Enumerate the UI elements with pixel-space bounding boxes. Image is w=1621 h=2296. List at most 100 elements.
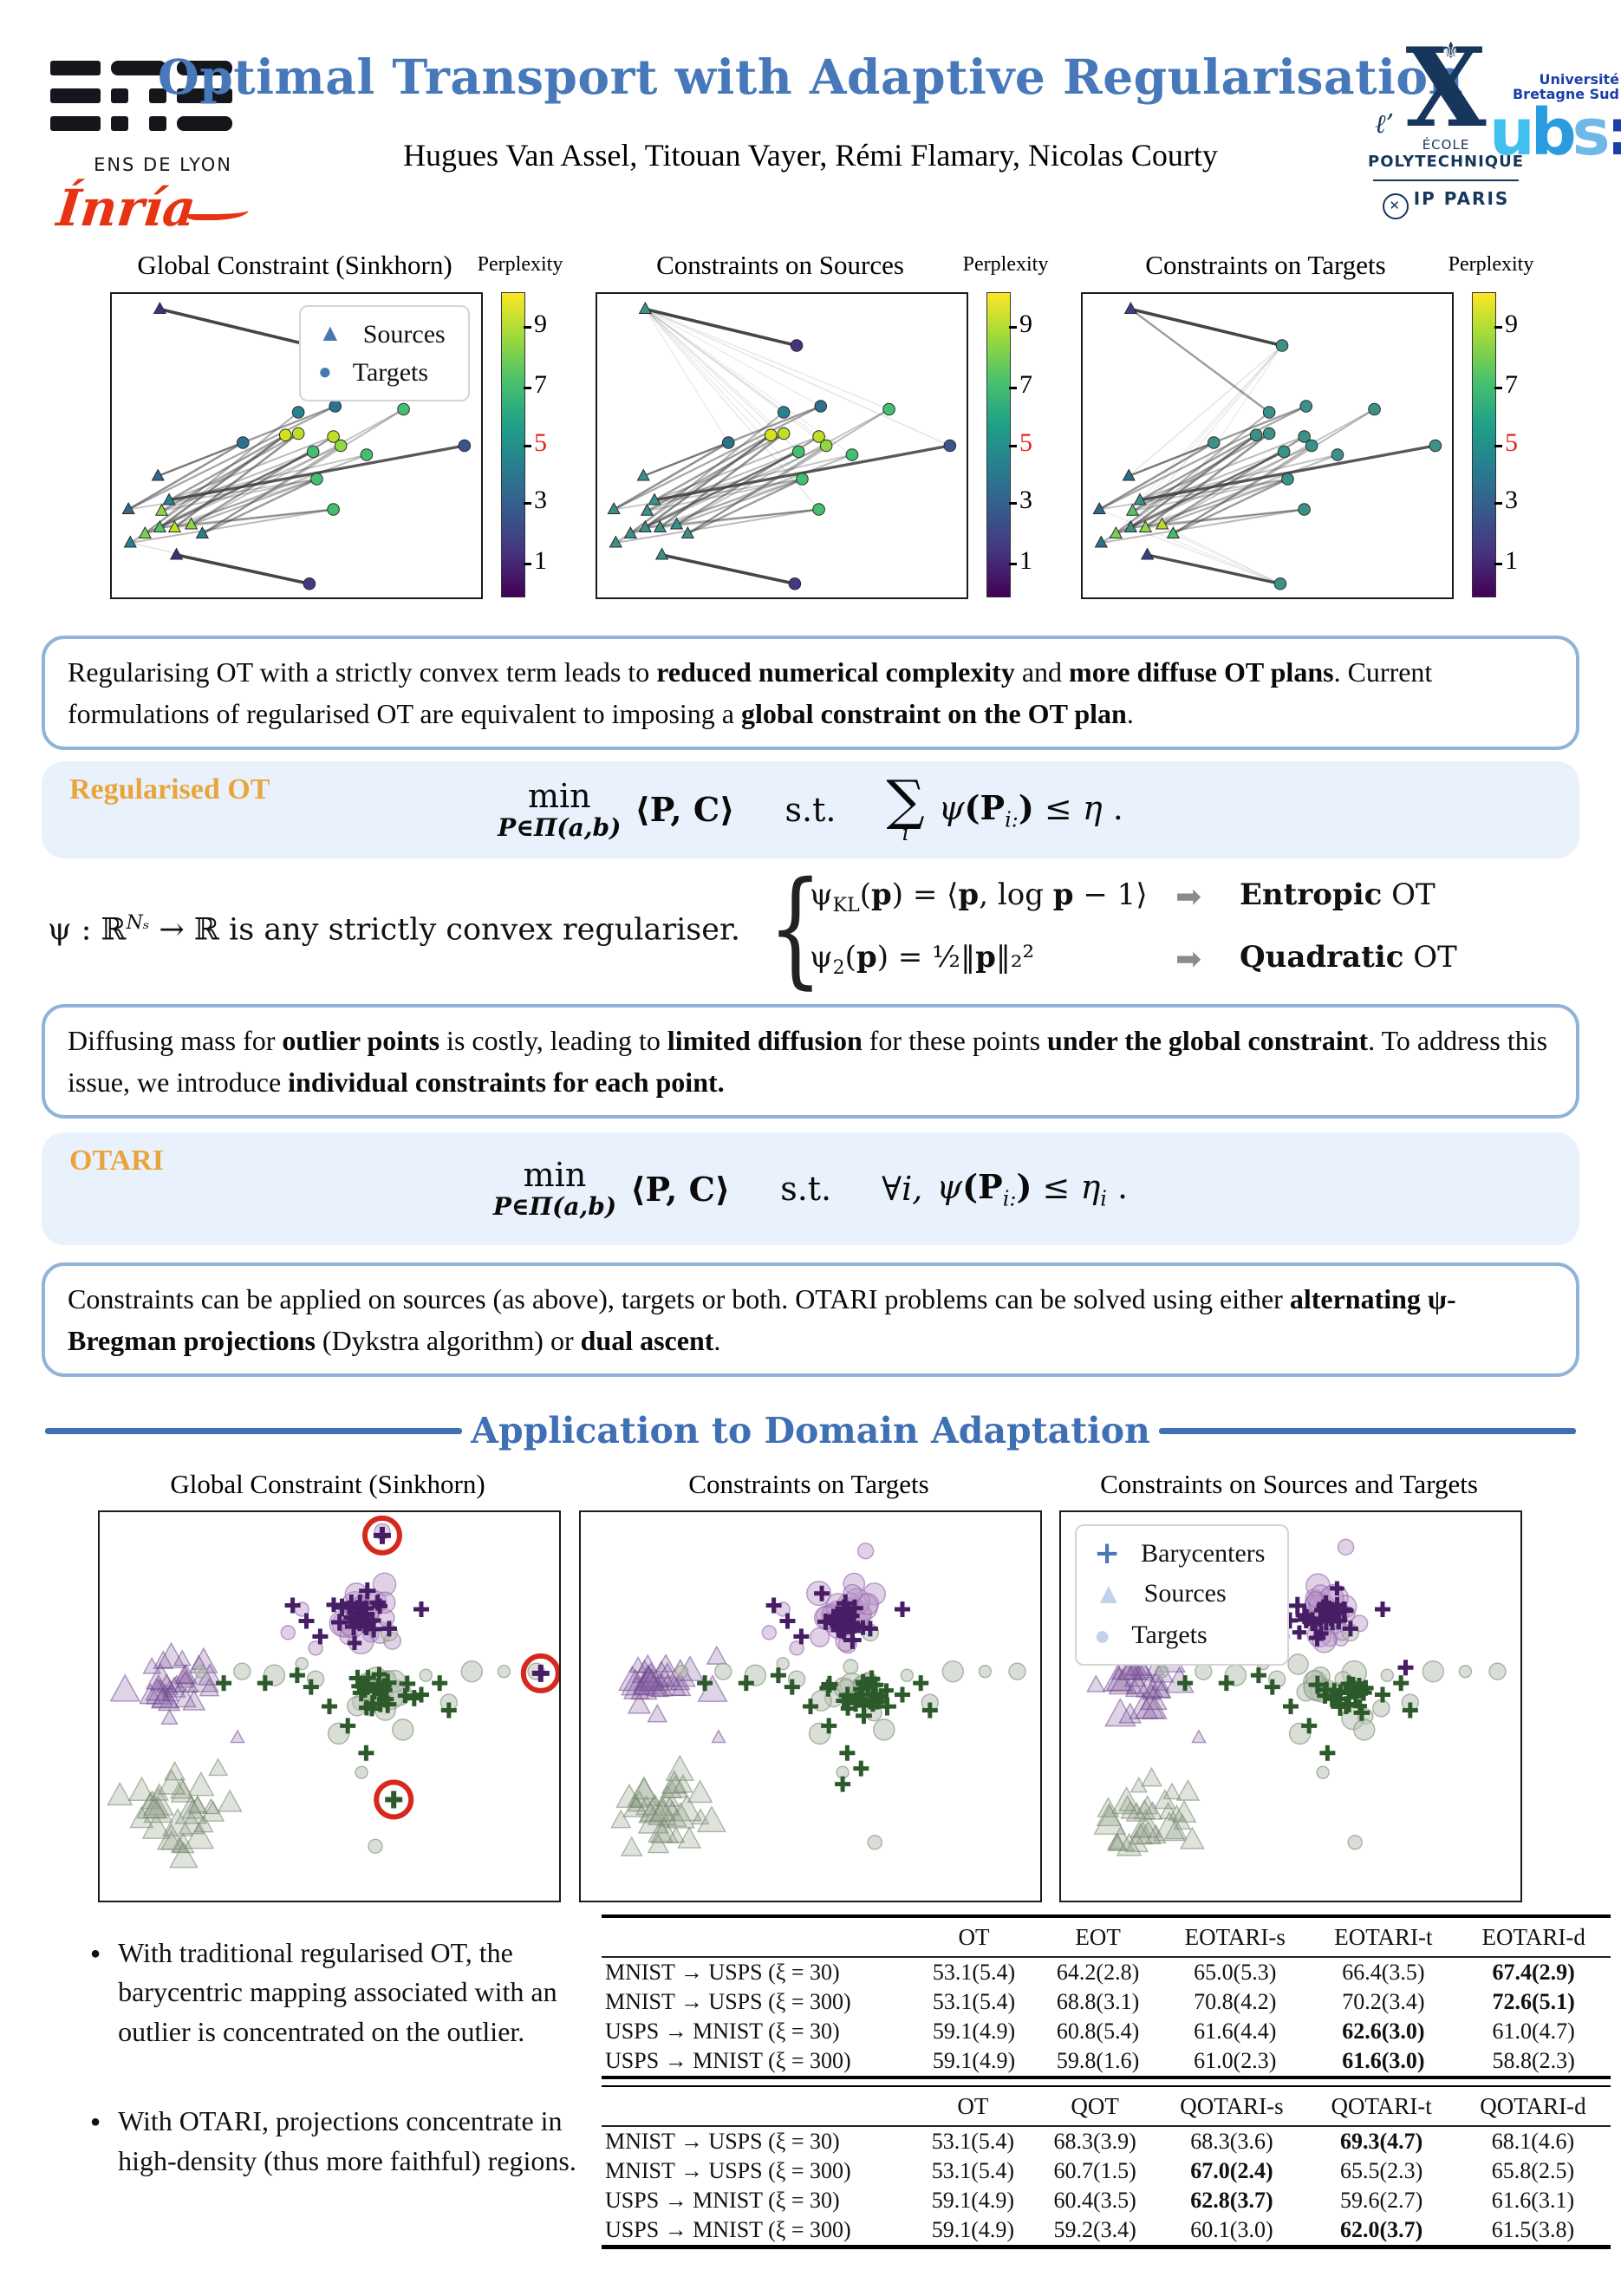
table-cell: 61.5(3.8) (1491, 2217, 1575, 2242)
da-source-triangles (610, 1645, 728, 1856)
colorbar-tick (1494, 326, 1502, 329)
row-label: MNIST → USPS (ξ = 300) (605, 2158, 851, 2183)
column-header: EOTARI-s (1160, 1916, 1311, 1958)
table-cell: 59.1(4.9) (931, 2217, 1015, 2242)
plus-marker-icon: + (1094, 1535, 1121, 1571)
regularised-ot-label: Regularised OT (69, 773, 270, 806)
polytechnique-ecole-text: ÉCOLE (1422, 137, 1470, 153)
legend-targets: ● Targets (318, 354, 446, 392)
colorbar-2 (986, 292, 1011, 597)
case-quadratic-eq: ψ2(p) = ½‖p‖₂² (810, 940, 1035, 979)
table-cell: 61.6(3.1) (1491, 2188, 1575, 2213)
table-cell: 59.1(4.9) (931, 2188, 1015, 2213)
colorbar-tick-label: 3 (1505, 486, 1518, 515)
cases-brace: { (768, 854, 823, 1002)
table-row: MNIST → USPS (ξ = 300) 53.1(5.4) 68.8(3.1)… (602, 1987, 1611, 2017)
table-cell: 66.4(3.5) (1342, 1960, 1425, 1985)
da-source-triangles (1086, 1642, 1207, 1856)
table-cell: 60.4(3.5) (1053, 2188, 1136, 2213)
row-label: USPS → MNIST (ξ = 30) (605, 2019, 840, 2044)
legend-da-targets: ● Targets (1094, 1615, 1265, 1655)
transport-edges (1098, 307, 1436, 585)
column-header: OT (912, 2086, 1034, 2127)
plot3-title: Constraints on Targets (1145, 250, 1386, 280)
table-cell: 70.8(4.2) (1194, 1989, 1277, 2014)
polytechnique-x-icon: X (1405, 23, 1487, 153)
colorbar-tick (524, 326, 531, 329)
statement-box-3: Constraints can be applied on sources (a… (42, 1262, 1579, 1377)
bullet-dot-icon: ● (90, 1944, 101, 1963)
colorbar-tick-label: 7 (1019, 370, 1032, 400)
colorbar-tick-label: 1 (1019, 546, 1032, 576)
da-plot2-title: Constraints on Targets (688, 1469, 929, 1499)
source-points (607, 301, 695, 560)
transport-plot-sources (596, 292, 968, 599)
column-header: QOTARI-t (1307, 2086, 1455, 2127)
table-cell: 69.3(4.7) (1339, 2129, 1423, 2154)
table-row: MNIST → USPS (ξ = 30) 53.1(5.4) 64.2(2.8) 6… (602, 1957, 1611, 1987)
table-cell: 70.2(3.4) (1342, 1989, 1425, 2014)
bullet-item-2: ● With OTARI, projections concentrate in … (90, 2102, 600, 2181)
ens-logo-glyph (50, 61, 232, 131)
column-header: EOTARI-d (1456, 1916, 1611, 1958)
polytechnique-text: POLYTECHNIQUE (1368, 153, 1525, 171)
results-tables: OT EOT EOTARI-s EOTARI-t EOTARI-d MNIST → USP… (602, 1914, 1611, 2249)
colorbar-tick-label: 3 (1019, 486, 1032, 515)
da-barycenter-pluses (1177, 1581, 1418, 1761)
da-plot-sources-targets (1059, 1510, 1522, 1902)
circle-marker-icon: ● (318, 359, 332, 385)
table-cell: 59.1(4.9) (932, 2048, 1016, 2073)
plot1-title: Global Constraint (Sinkhorn) (137, 250, 452, 280)
table-cell: 53.1(5.4) (931, 2158, 1015, 2183)
findings-list: ● With traditional regularised OT, the ba… (90, 1934, 600, 2231)
table-cell: 65.0(5.3) (1194, 1960, 1277, 1985)
column-header (602, 1916, 912, 1958)
transport-plot-targets (1081, 292, 1454, 599)
target-points (721, 339, 957, 590)
table-cell: 59.2(3.4) (1053, 2217, 1136, 2242)
ip-paris-logo: ✕ IP PARIS (1368, 188, 1524, 219)
regularised-ot-band: Regularised OT min P∈Π(a,b) ⟨P, C⟩ s.t. ∑… (42, 761, 1579, 858)
table-cell: 53.1(5.4) (932, 1989, 1016, 2014)
table-cell: 53.1(5.4) (931, 2129, 1015, 2154)
colorbar-tick (1494, 444, 1502, 447)
colorbar-tick (1494, 387, 1502, 390)
colorbar-tick-label: 9 (1505, 310, 1518, 339)
colorbar-tick-label: 9 (534, 310, 547, 339)
column-header: EOT (1036, 1916, 1161, 1958)
bullet-item-1: ● With traditional regularised OT, the ba… (90, 1934, 600, 2051)
polytechnique-crest-icon: ⚜ (1441, 38, 1462, 63)
row-label: USPS → MNIST (ξ = 30) (605, 2188, 840, 2213)
colorbar-tick (524, 444, 531, 447)
poster-title: Optimal Transport with Adaptive Regulari… (157, 49, 1464, 105)
row-label: USPS → MNIST (ξ = 300) (605, 2217, 851, 2242)
colorbar-tick (1009, 387, 1017, 390)
target-points (1207, 339, 1442, 590)
table-cell: 68.1(4.6) (1491, 2129, 1575, 2154)
legend-barycenters: + Barycenters (1094, 1535, 1266, 1571)
ubs-university-text: Université Bretagne Sud (1512, 71, 1619, 102)
da-source-triangles (107, 1641, 245, 1869)
table-cell: 62.0(3.7) (1339, 2217, 1423, 2242)
plot1-legend: ▲ Sources ● Targets (299, 305, 470, 401)
row-label: USPS → MNIST (ξ = 300) (605, 2048, 851, 2073)
table-cell: 68.8(3.1) (1056, 1989, 1140, 2014)
application-section-title: Application to Domain Adaptation (471, 1410, 1150, 1451)
colorbar-tick-label: 5 (534, 427, 547, 457)
colorbar-tick (524, 387, 531, 390)
row-label: MNIST → USPS (ξ = 300) (605, 1989, 851, 2014)
da-plot3-title: Constraints on Sources and Targets (1100, 1469, 1478, 1499)
results-table-entropic: OT EOT EOTARI-s EOTARI-t EOTARI-d MNIST → USP… (602, 1914, 1611, 2079)
row-label: MNIST → USPS (ξ = 30) (605, 1960, 840, 1985)
colorbar-tick-label: 7 (534, 370, 547, 400)
table-row: USPS → MNIST (ξ = 300) 59.1(4.9) 59.8(1.6)… (602, 2046, 1611, 2077)
table-cell: 60.1(3.0) (1190, 2217, 1273, 2242)
colorbar-tick (1009, 502, 1017, 506)
polytechnique-lprime: ℓ’ (1375, 109, 1395, 140)
colorbar-tick-label: 1 (1505, 546, 1518, 576)
table-cell: 61.0(2.3) (1194, 2048, 1277, 2073)
column-header (602, 2086, 912, 2127)
statement-box-1: Regularising OT with a strictly convex t… (42, 636, 1579, 750)
da-barycenter-pluses (697, 1585, 938, 1792)
